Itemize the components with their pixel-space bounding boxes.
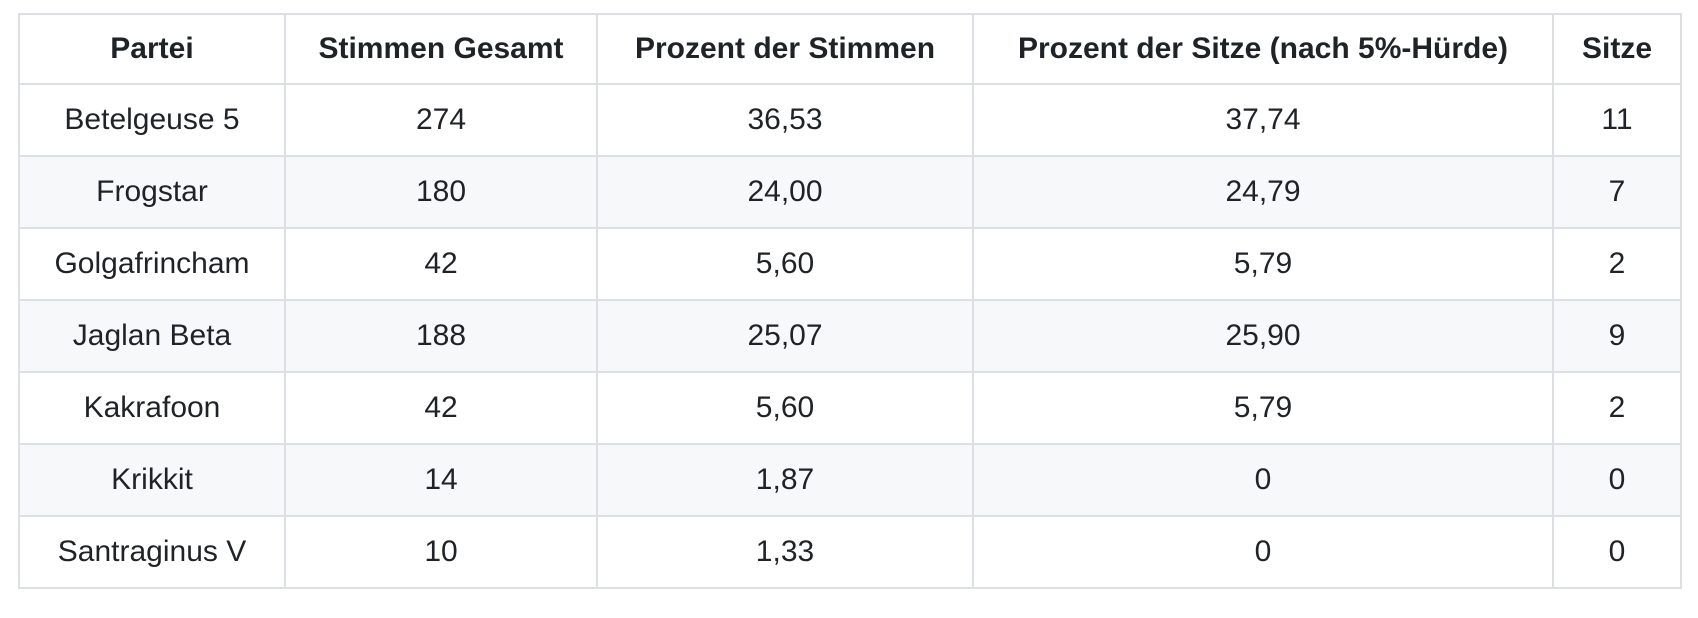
table-row: Jaglan Beta 188 25,07 25,90 9 bbox=[18, 299, 1682, 373]
cell-prozent-der-stimmen: 1,33 bbox=[596, 515, 974, 589]
cell-prozent-der-sitze: 0 bbox=[972, 443, 1554, 517]
cell-sitze: 0 bbox=[1552, 443, 1682, 517]
cell-prozent-der-stimmen: 36,53 bbox=[596, 83, 974, 157]
table-row: Krikkit 14 1,87 0 0 bbox=[18, 443, 1682, 517]
table-row: Betelgeuse 5 274 36,53 37,74 11 bbox=[18, 83, 1682, 157]
cell-stimmen-gesamt: 10 bbox=[284, 515, 598, 589]
table-row: Frogstar 180 24,00 24,79 7 bbox=[18, 155, 1682, 229]
table-row: Kakrafoon 42 5,60 5,79 2 bbox=[18, 371, 1682, 445]
cell-prozent-der-sitze: 5,79 bbox=[972, 371, 1554, 445]
cell-sitze: 9 bbox=[1552, 299, 1682, 373]
cell-sitze: 2 bbox=[1552, 227, 1682, 301]
cell-prozent-der-sitze: 25,90 bbox=[972, 299, 1554, 373]
cell-partei: Krikkit bbox=[18, 443, 286, 517]
table-row: Santraginus V 10 1,33 0 0 bbox=[18, 515, 1682, 589]
column-header-partei: Partei bbox=[18, 13, 286, 85]
cell-sitze: 0 bbox=[1552, 515, 1682, 589]
cell-stimmen-gesamt: 42 bbox=[284, 227, 598, 301]
cell-prozent-der-sitze: 24,79 bbox=[972, 155, 1554, 229]
cell-stimmen-gesamt: 188 bbox=[284, 299, 598, 373]
table-row: Golgafrincham 42 5,60 5,79 2 bbox=[18, 227, 1682, 301]
cell-sitze: 7 bbox=[1552, 155, 1682, 229]
cell-sitze: 11 bbox=[1552, 83, 1682, 157]
column-header-stimmen-gesamt: Stimmen Gesamt bbox=[284, 13, 598, 85]
cell-partei: Kakrafoon bbox=[18, 371, 286, 445]
cell-partei: Santraginus V bbox=[18, 515, 286, 589]
table-header: Partei Stimmen Gesamt Prozent der Stimme… bbox=[18, 13, 1682, 85]
cell-stimmen-gesamt: 274 bbox=[284, 83, 598, 157]
cell-prozent-der-sitze: 0 bbox=[972, 515, 1554, 589]
cell-prozent-der-stimmen: 5,60 bbox=[596, 227, 974, 301]
cell-partei: Golgafrincham bbox=[18, 227, 286, 301]
cell-stimmen-gesamt: 42 bbox=[284, 371, 598, 445]
cell-partei: Frogstar bbox=[18, 155, 286, 229]
cell-partei: Jaglan Beta bbox=[18, 299, 286, 373]
election-results-table: Partei Stimmen Gesamt Prozent der Stimme… bbox=[18, 13, 1682, 589]
cell-partei: Betelgeuse 5 bbox=[18, 83, 286, 157]
header-row: Partei Stimmen Gesamt Prozent der Stimme… bbox=[18, 13, 1682, 85]
column-header-prozent-der-sitze: Prozent der Sitze (nach 5%-Hürde) bbox=[972, 13, 1554, 85]
cell-stimmen-gesamt: 14 bbox=[284, 443, 598, 517]
cell-prozent-der-stimmen: 1,87 bbox=[596, 443, 974, 517]
cell-prozent-der-stimmen: 5,60 bbox=[596, 371, 974, 445]
cell-prozent-der-stimmen: 24,00 bbox=[596, 155, 974, 229]
column-header-prozent-der-stimmen: Prozent der Stimmen bbox=[596, 13, 974, 85]
cell-stimmen-gesamt: 180 bbox=[284, 155, 598, 229]
table-body: Betelgeuse 5 274 36,53 37,74 11 Frogstar 180 24… bbox=[18, 83, 1682, 589]
column-header-sitze: Sitze bbox=[1552, 13, 1682, 85]
cell-prozent-der-sitze: 37,74 bbox=[972, 83, 1554, 157]
cell-prozent-der-sitze: 5,79 bbox=[972, 227, 1554, 301]
cell-prozent-der-stimmen: 25,07 bbox=[596, 299, 974, 373]
cell-sitze: 2 bbox=[1552, 371, 1682, 445]
